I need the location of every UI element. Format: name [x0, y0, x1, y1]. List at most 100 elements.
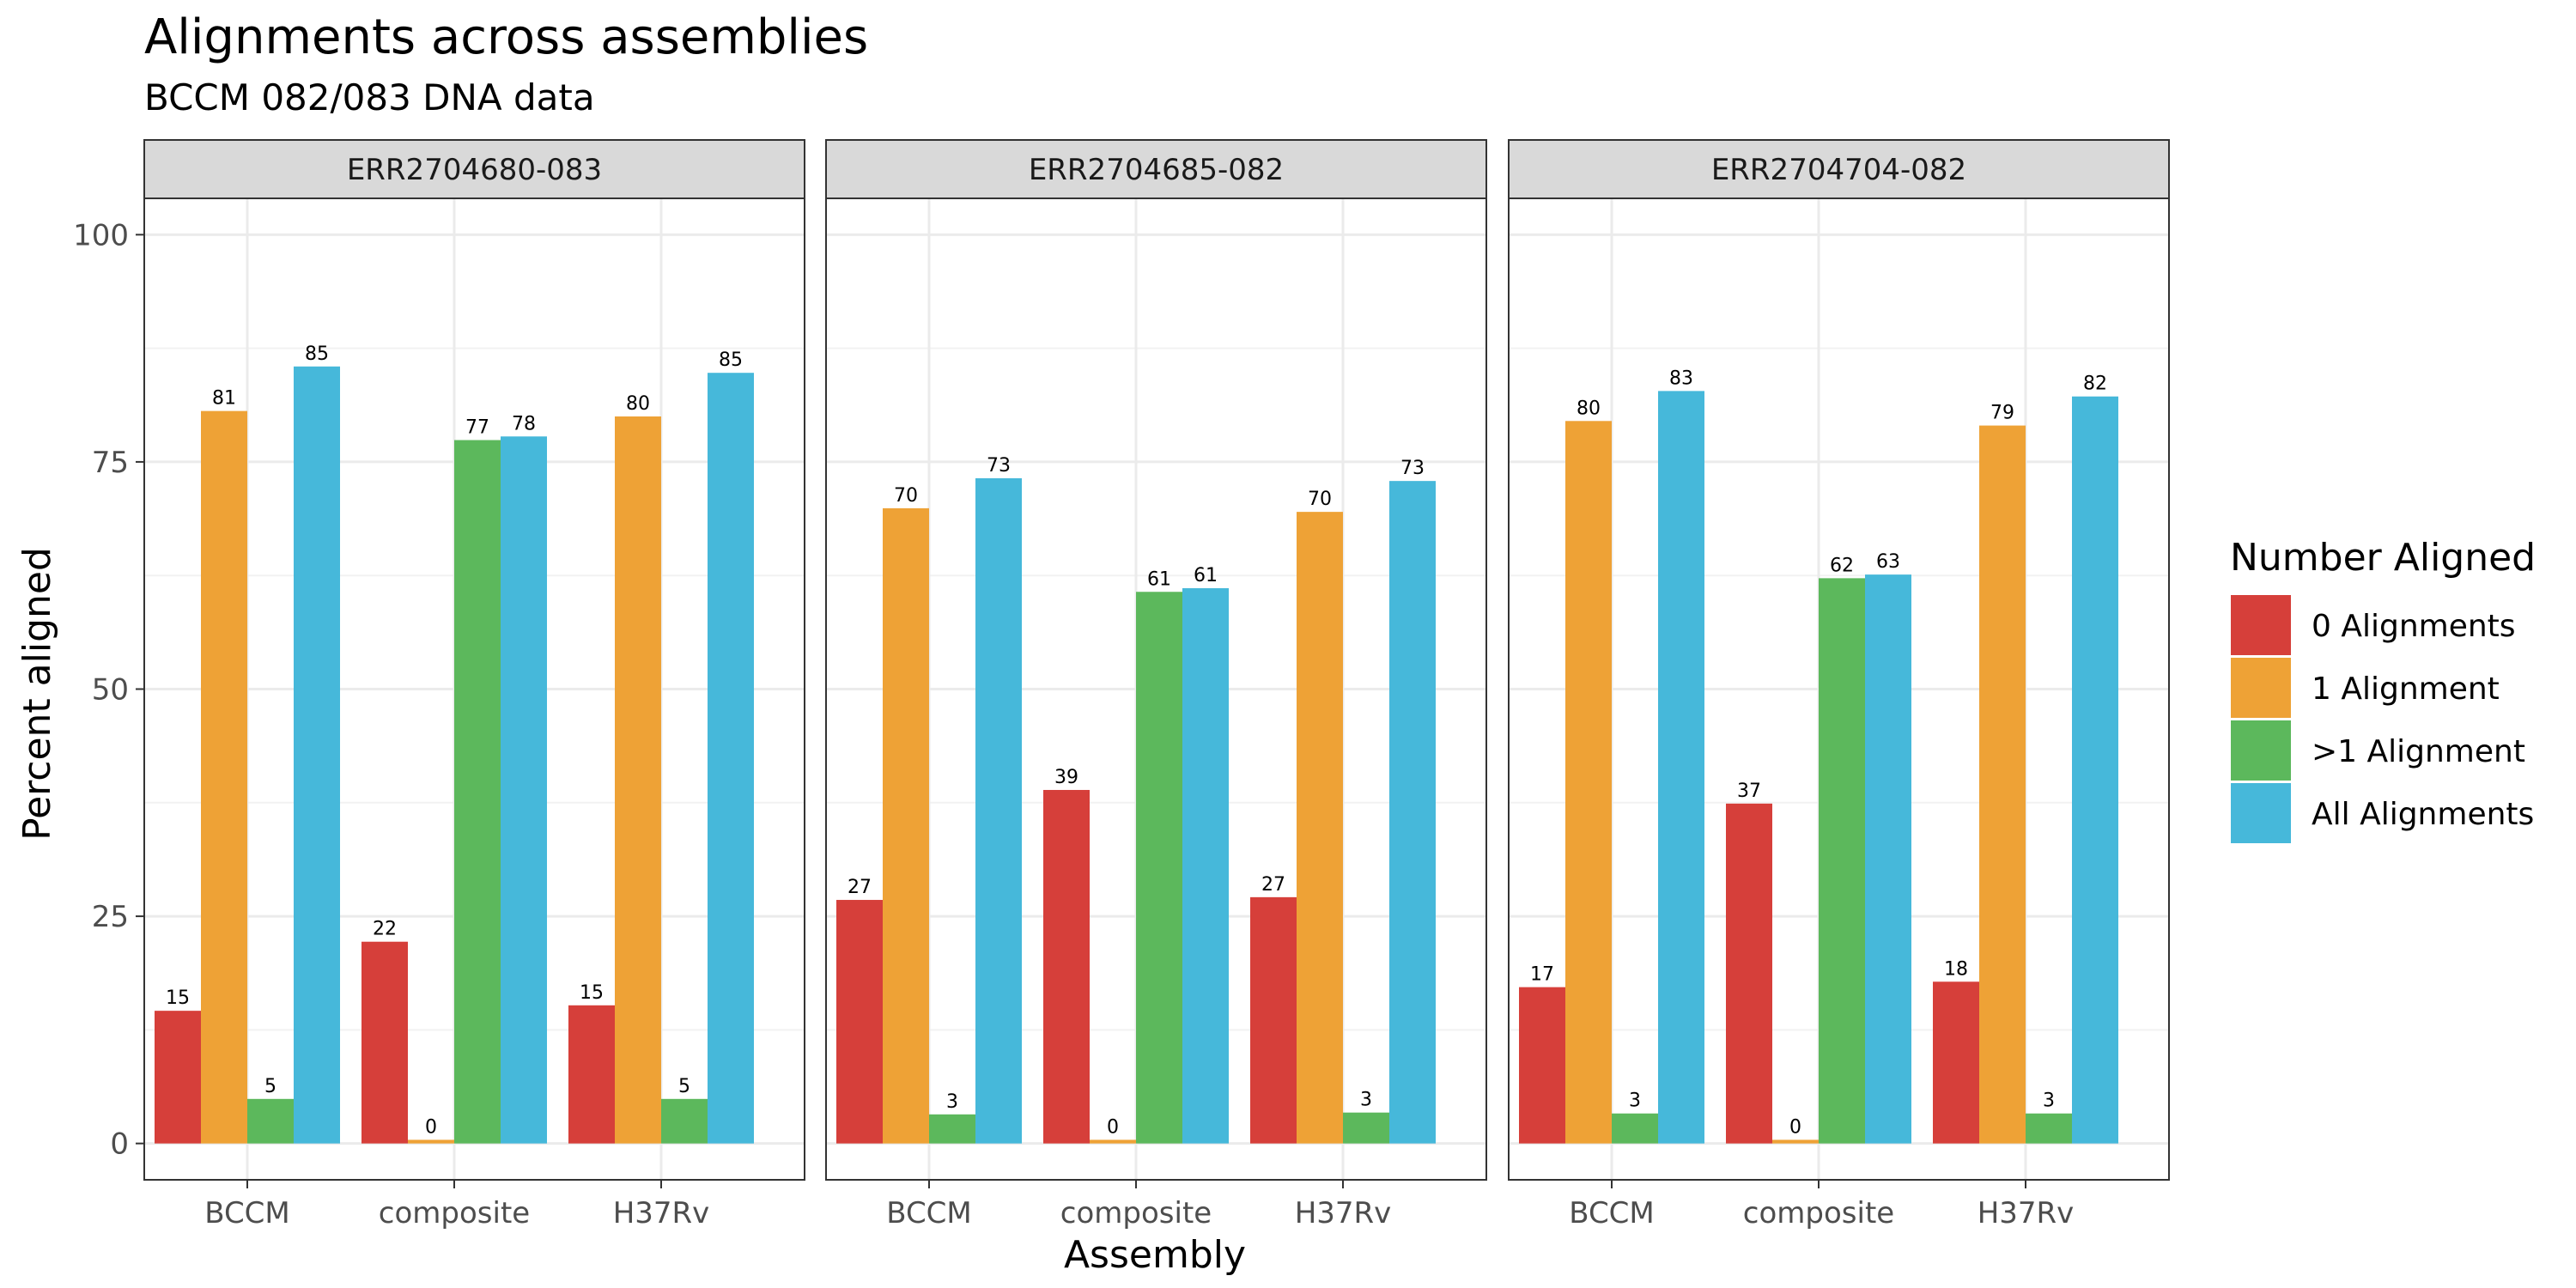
- data-label: 85: [305, 343, 329, 365]
- bar: [247, 1098, 294, 1144]
- data-label: 61: [1194, 565, 1218, 586]
- legend-label: 1 Alignment: [2312, 671, 2500, 707]
- legend-label: >1 Alignment: [2312, 734, 2525, 769]
- bar: [1090, 1139, 1136, 1144]
- facet-panels: 15 22 15 81 0 80 5 77 5 85 78 85 ERR2704680-083 BCCM c…: [73, 139, 2170, 1230]
- data-label: 27: [1261, 874, 1285, 896]
- x-tick-label: BCCM: [204, 1196, 290, 1230]
- bar: [1726, 803, 1772, 1144]
- bar: [294, 366, 340, 1144]
- y-tick-label: 50: [92, 673, 129, 708]
- facet-strip: [1508, 139, 2170, 199]
- data-label: 37: [1737, 781, 1761, 802]
- bar: [2072, 396, 2118, 1144]
- facet-strip-label: ERR2704685-082: [1029, 153, 1284, 187]
- x-tick-label: H37Rv: [1978, 1196, 2075, 1230]
- data-label: 0: [1789, 1116, 1801, 1138]
- facet-strip-label: ERR2704680-083: [347, 153, 602, 187]
- data-label: 80: [626, 393, 650, 415]
- data-label: 27: [848, 877, 872, 898]
- bar: [1658, 391, 1704, 1144]
- x-tick-label: composite: [1743, 1196, 1894, 1230]
- facet-strip: [143, 139, 805, 199]
- chart-title: Alignments across assemblies: [144, 9, 868, 65]
- legend-key: [2231, 720, 2291, 781]
- data-label: 70: [894, 485, 918, 507]
- data-label: 78: [512, 413, 536, 434]
- bar: [1043, 789, 1090, 1144]
- legend: Number Aligned 0 Alignments 1 Alignment >1…: [2230, 536, 2536, 843]
- x-tick-label: BCCM: [886, 1196, 972, 1230]
- data-label: 5: [678, 1076, 690, 1097]
- facet-panel: 15 22 15 81 0 80 5 77 5 85 78 85 ERR2704680-083 BCCM c…: [143, 139, 805, 1230]
- data-label: 5: [264, 1076, 276, 1097]
- data-label: 39: [1054, 767, 1078, 788]
- bar: [1182, 588, 1229, 1144]
- facet-panel: 27 39 27 70 0 70 3 61 3 73 61 73 ERR2704685-082 BCCM c…: [825, 139, 1487, 1230]
- x-tick-label: BCCM: [1569, 1196, 1655, 1230]
- bar: [1612, 1113, 1658, 1144]
- data-label: 15: [166, 987, 190, 1009]
- bar: [1979, 425, 2026, 1144]
- y-tick-label: 25: [92, 900, 129, 934]
- bar: [929, 1114, 975, 1144]
- bar: [883, 507, 929, 1144]
- bar: [975, 477, 1022, 1144]
- bar: [1865, 574, 1911, 1144]
- y-tick-label: 0: [110, 1127, 129, 1162]
- bar: [1819, 578, 1865, 1144]
- bar: [836, 900, 883, 1144]
- bar: [1565, 421, 1612, 1144]
- x-tick-label: composite: [1060, 1196, 1212, 1230]
- x-axis-title: Assembly: [1064, 1233, 1246, 1277]
- facet-strip: [825, 139, 1487, 199]
- legend-key: [2231, 783, 2291, 843]
- data-label: 62: [1830, 555, 1854, 576]
- data-label: 63: [1876, 551, 1900, 573]
- data-label: 3: [946, 1091, 958, 1113]
- bar: [2026, 1113, 2072, 1144]
- facet-strip-label: ERR2704704-082: [1711, 153, 1966, 187]
- data-label: 61: [1147, 568, 1171, 590]
- data-label: 70: [1308, 489, 1332, 510]
- bar: [1343, 1112, 1389, 1144]
- bar: [408, 1139, 454, 1144]
- data-label: 85: [719, 349, 743, 371]
- bar: [454, 440, 501, 1144]
- y-axis-title: Percent aligned: [15, 547, 59, 841]
- bar: [1297, 512, 1343, 1144]
- legend-key: [2231, 658, 2291, 718]
- bar: [501, 436, 547, 1144]
- bar: [568, 1005, 615, 1144]
- bar: [615, 416, 661, 1144]
- bar: [1250, 896, 1297, 1144]
- data-label: 73: [1400, 458, 1425, 479]
- data-label: 3: [2043, 1091, 2055, 1112]
- chart-subtitle: BCCM 082/083 DNA data: [144, 76, 595, 118]
- data-label: 3: [1629, 1091, 1641, 1112]
- x-tick-label: composite: [379, 1196, 530, 1230]
- data-label: 0: [425, 1116, 437, 1138]
- y-tick-label: 75: [92, 446, 129, 480]
- bar: [361, 941, 408, 1144]
- y-tick-label: 100: [73, 218, 129, 252]
- bar: [155, 1011, 201, 1144]
- data-label: 17: [1530, 964, 1554, 986]
- legend-title: Number Aligned: [2230, 536, 2536, 580]
- bar: [201, 410, 247, 1144]
- bar: [708, 373, 754, 1144]
- bar: [1519, 987, 1565, 1144]
- data-label: 0: [1107, 1116, 1119, 1138]
- data-label: 22: [373, 919, 397, 940]
- data-label: 73: [987, 455, 1011, 477]
- legend-label: 0 Alignments: [2312, 609, 2516, 644]
- legend-key: [2231, 595, 2291, 655]
- legend-label: All Alignments: [2312, 797, 2534, 832]
- data-label: 79: [1990, 403, 2014, 424]
- data-label: 15: [580, 982, 604, 1004]
- data-label: 82: [2083, 374, 2107, 395]
- y-axis: 0 25 50 75 100: [73, 218, 144, 1162]
- data-label: 18: [1944, 958, 1968, 980]
- facet-panel: 17 37 18 80 0 79 3 62 3 83 63 82 ERR2704704-082 BCCM c…: [1508, 139, 2170, 1230]
